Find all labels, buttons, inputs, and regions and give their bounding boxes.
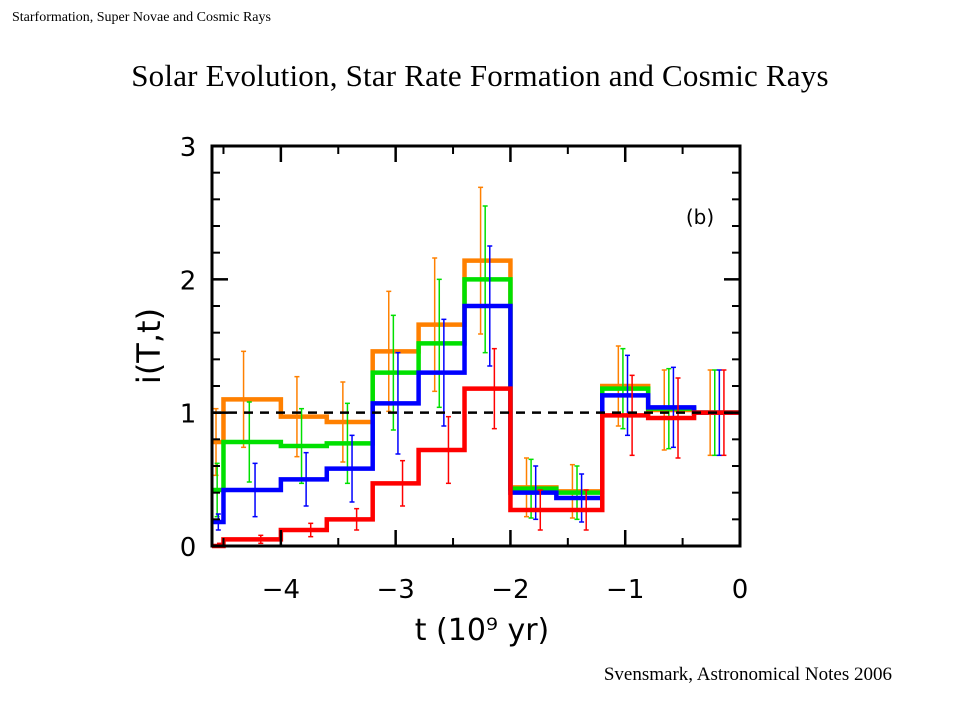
axes-layer [210,144,742,548]
labels-layer: −4 −3 −2 −1 0 0 1 2 3 t (10⁹ yr) i(T,t) (b) [130,133,748,648]
series-0 [212,186,740,519]
series-step-line [212,303,740,525]
series-1 [212,205,740,521]
y-tick-label: 2 [180,266,197,296]
series-2 [212,245,740,531]
x-tick-label: −3 [376,575,414,605]
x-tick-label: −4 [262,575,300,605]
y-tick-label: 0 [180,533,197,563]
slide-header: Starformation, Super Novae and Cosmic Ra… [12,10,271,25]
x-tick-label: 0 [732,575,749,605]
y-tick-label: 3 [180,133,197,163]
series-step-line [212,277,740,495]
series-step-line [212,258,740,494]
y-tick-label: 1 [180,400,197,430]
x-tick-label: −1 [606,575,644,605]
series-layer [212,186,740,549]
citation: Svensmark, Astronomical Notes 2006 [603,664,892,685]
x-tick-label: −2 [491,575,529,605]
x-axis-title: t (10⁹ yr) [415,613,550,648]
slide-title: Solar Evolution, Star Rate Formation and… [131,58,829,93]
y-axis-title: i(T,t) [130,308,168,384]
panel-label: (b) [686,205,714,229]
plot-frame [210,144,742,548]
